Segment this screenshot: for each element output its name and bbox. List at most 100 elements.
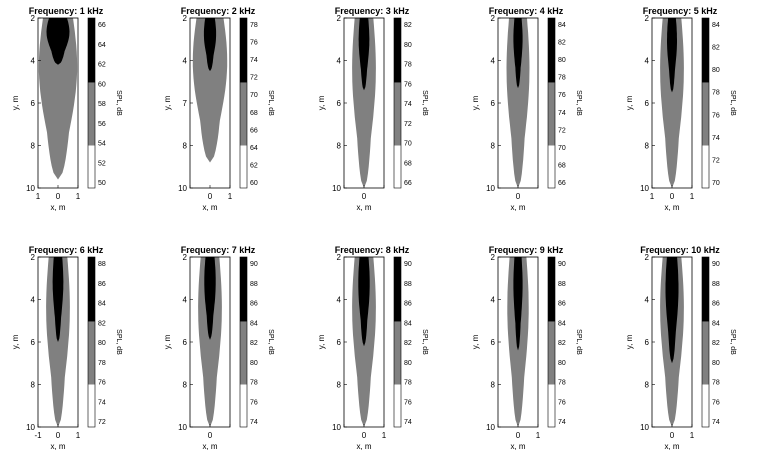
colorbar-tick-label: 86 [404, 301, 412, 308]
colorbar-tick-label: 82 [98, 320, 106, 327]
colorbar-tick-label: 70 [250, 92, 258, 99]
y-tick-label: 4 [31, 57, 36, 66]
colorbar-tick-label: 74 [558, 110, 566, 117]
x-tick-label: 1 [536, 431, 541, 440]
colorbar-tick-label: 76 [558, 92, 566, 99]
colorbar-tick-label: 60 [98, 81, 106, 88]
y-axis-label: y, m [163, 334, 172, 349]
colorbar-low [88, 145, 95, 188]
y-tick-label: 2 [491, 253, 496, 262]
colorbar-frame [393, 17, 402, 189]
x-tick-label: 1 [228, 192, 233, 201]
y-tick-label: 2 [337, 14, 342, 23]
colorbar-tick-label: 52 [98, 160, 106, 167]
colorbar-tick-label: 60 [250, 180, 258, 187]
colorbar-tick-label: 74 [404, 101, 412, 108]
colorbar-tick-label: 66 [250, 127, 258, 134]
colorbar-tick-label: 86 [98, 281, 106, 288]
black-level-region [46, 18, 70, 65]
subplot-title: Frequency: 3 kHz [335, 6, 410, 16]
colorbar-tick-label: 80 [404, 360, 412, 367]
y-tick-label: 2 [491, 14, 496, 23]
colorbar-label: SPL, dB [575, 90, 582, 116]
subplot-title: Frequency: 2 kHz [181, 6, 256, 16]
colorbar-tick-label: 64 [98, 42, 106, 49]
x-axis-label: x, m [50, 203, 65, 212]
colorbar-tick-label: 74 [712, 419, 720, 426]
colorbar-tick-label: 54 [98, 141, 106, 148]
colorbar-tick-label: 62 [250, 162, 258, 169]
colorbar-tick-label: 78 [404, 380, 412, 387]
colorbar-tick-label: 80 [558, 360, 566, 367]
colorbar-tick-label: 76 [558, 399, 566, 406]
colorbar-tick-label: 72 [712, 157, 720, 164]
colorbar-mid [702, 321, 709, 385]
colorbar-low [702, 384, 709, 427]
subplot-title: Frequency: 8 kHz [335, 245, 410, 255]
y-axis-label: y, m [625, 334, 634, 349]
colorbar-tick-label: 72 [98, 419, 106, 426]
colorbar-tick-label: 82 [404, 340, 412, 347]
colorbar-tick-label: 80 [98, 340, 106, 347]
colorbar-mid [548, 82, 555, 146]
colorbar-tick-label: 74 [712, 135, 720, 142]
colorbar-label: SPL, dB [267, 329, 274, 355]
black-level-region [667, 18, 677, 93]
colorbar-frame [87, 17, 96, 189]
black-level-region [513, 18, 523, 89]
black-level-region [513, 257, 523, 351]
colorbar-high [240, 257, 247, 322]
black-level-region [665, 257, 679, 364]
y-tick-label: 8 [337, 381, 342, 390]
y-tick-label: 8 [31, 381, 36, 390]
colorbar-tick-label: 86 [250, 301, 258, 308]
colorbar-mid [240, 321, 247, 385]
x-axis-label: x, m [510, 442, 525, 451]
gray-level-region [660, 18, 684, 188]
colorbar-label: SPL, dB [115, 329, 122, 355]
x-tick-label: 0 [56, 192, 61, 201]
x-tick-label: 1 [650, 192, 655, 201]
y-tick-label: 6 [645, 99, 650, 108]
colorbar-tick-label: 74 [98, 399, 106, 406]
y-tick-label: 8 [491, 142, 496, 151]
colorbar-tick-label: 66 [558, 180, 566, 187]
colorbar-tick-label: 82 [712, 340, 720, 347]
colorbar-label: SPL, dB [421, 90, 428, 116]
colorbar-tick-label: 90 [558, 261, 566, 268]
colorbar-frame [239, 256, 248, 428]
y-tick-label: 4 [31, 296, 36, 305]
colorbar-label: SPL, dB [729, 329, 736, 355]
x-tick-label: 0 [208, 431, 213, 440]
y-tick-label: 6 [645, 338, 650, 347]
colorbar-tick-label: 88 [98, 261, 106, 268]
colorbar-tick-label: 62 [98, 62, 106, 69]
colorbar-frame [547, 17, 556, 189]
subplot-title: Frequency: 1 kHz [29, 6, 104, 16]
x-tick-label: 1 [76, 431, 81, 440]
x-axis-label: x, m [664, 203, 679, 212]
x-tick-label: 1 [690, 431, 695, 440]
y-tick-label: 4 [491, 57, 496, 66]
colorbar-tick-label: 84 [712, 320, 720, 327]
y-axis-label: y, m [625, 95, 634, 110]
black-level-region [52, 257, 64, 342]
y-tick-label: 10 [486, 184, 495, 193]
colorbar-mid [394, 321, 401, 385]
colorbar-tick-label: 74 [250, 419, 258, 426]
colorbar-high [548, 18, 555, 83]
colorbar-label: SPL, dB [115, 90, 122, 116]
colorbar-tick-label: 72 [404, 121, 412, 128]
x-axis-label: x, m [202, 442, 217, 451]
colorbar-tick-label: 70 [712, 180, 720, 187]
x-tick-label: 1 [690, 192, 695, 201]
colorbar-tick-label: 82 [558, 340, 566, 347]
y-tick-label: 8 [645, 381, 650, 390]
x-tick-label: 1 [36, 192, 41, 201]
y-axis-label: y, m [317, 334, 326, 349]
x-axis-label: x, m [510, 203, 525, 212]
